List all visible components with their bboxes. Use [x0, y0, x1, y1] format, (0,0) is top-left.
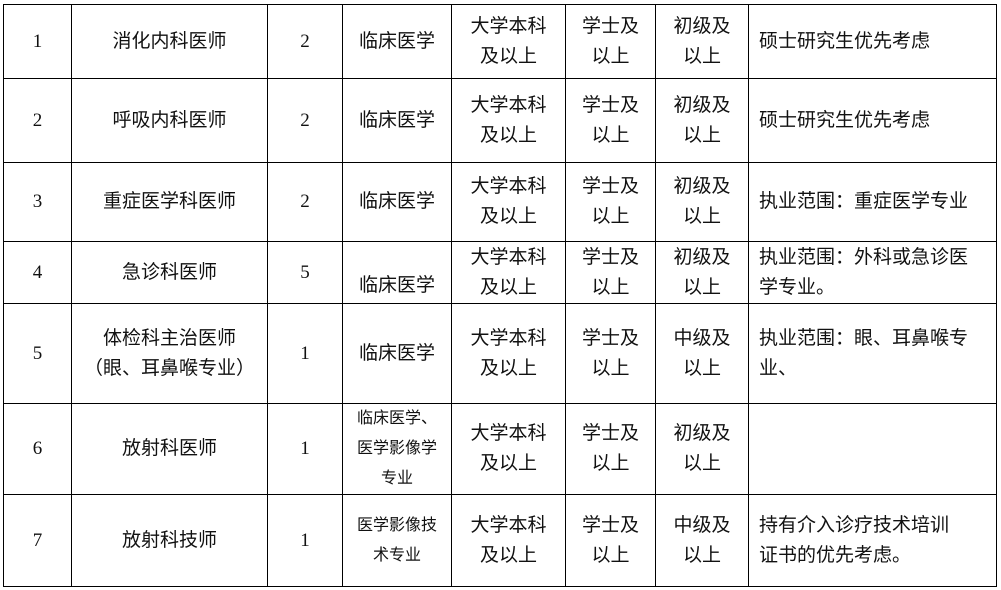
cell-title: 中级及 以上: [655, 494, 749, 587]
table-row: 1 消化内科医师 2 临床医学 大学本科 及以上 学士及 以上 初级及 以上 硕士研究生优先考…: [3, 4, 997, 79]
cell-no: 6: [3, 403, 72, 495]
table-row: 5 体检科主治医师 （眼、耳鼻喉专业） 1 临床医学 大学本科 及以上 学士及 以上 中级及…: [3, 303, 997, 404]
cell-degree: 学士及 以上: [565, 4, 656, 79]
cell-no: 1: [3, 4, 72, 79]
cell-title: 初级及 以上: [655, 78, 749, 163]
cell-education: 大学本科 及以上: [451, 241, 566, 304]
cell-no: 4: [3, 241, 72, 304]
cell-education: 大学本科 及以上: [451, 78, 566, 163]
cell-major: 临床医学: [342, 303, 452, 404]
cell-education: 大学本科 及以上: [451, 162, 566, 242]
cell-position: 放射科技师: [71, 494, 268, 587]
table-row: 6 放射科医师 1 临床医学、 医学影像学 专业 大学本科 及以上 学士及 以上 初级及 以…: [3, 403, 997, 495]
cell-education: 大学本科 及以上: [451, 403, 566, 495]
cell-remark: 持有介入诊疗技术培训 证书的优先考虑。: [748, 494, 997, 587]
table-row: 4 急诊科医师 5 临床医学 大学本科 及以上 学士及 以上 初级及 以上 执业范围：外科或急…: [3, 241, 997, 304]
cell-position: 呼吸内科医师: [71, 78, 268, 163]
table-row: 3 重症医学科医师 2 临床医学 大学本科 及以上 学士及 以上 初级及 以上 执业范围：重症…: [3, 162, 997, 242]
cell-count: 1: [267, 494, 343, 587]
cell-major: 临床医学: [342, 162, 452, 242]
cell-degree: 学士及 以上: [565, 303, 656, 404]
cell-remark: 执业范围：眼、耳鼻喉专 业、: [748, 303, 997, 404]
cell-remark: 执业范围：外科或急诊医 学专业。: [748, 241, 997, 304]
cell-count: 1: [267, 303, 343, 404]
cell-no: 5: [3, 303, 72, 404]
cell-position: 急诊科医师: [71, 241, 268, 304]
cell-title: 初级及 以上: [655, 162, 749, 242]
cell-education: 大学本科 及以上: [451, 303, 566, 404]
cell-degree: 学士及 以上: [565, 162, 656, 242]
cell-major: 临床医学: [342, 78, 452, 163]
cell-title: 初级及 以上: [655, 4, 749, 79]
cell-no: 3: [3, 162, 72, 242]
cell-remark: 硕士研究生优先考虑: [748, 4, 997, 79]
cell-no: 7: [3, 494, 72, 587]
cell-position: 放射科医师: [71, 403, 268, 495]
cell-count: 5: [267, 241, 343, 304]
cell-position: 重症医学科医师: [71, 162, 268, 242]
cell-major: 医学影像技 术专业: [342, 494, 452, 587]
cell-position: 体检科主治医师 （眼、耳鼻喉专业）: [71, 303, 268, 404]
cell-title: 初级及 以上: [655, 241, 749, 304]
cell-count: 2: [267, 162, 343, 242]
cell-count: 2: [267, 78, 343, 163]
cell-remark: 执业范围：重症医学专业: [748, 162, 997, 242]
cell-degree: 学士及 以上: [565, 78, 656, 163]
cell-degree: 学士及 以上: [565, 241, 656, 304]
cell-no: 2: [3, 78, 72, 163]
cell-remark: 硕士研究生优先考虑: [748, 78, 997, 163]
cell-position: 消化内科医师: [71, 4, 268, 79]
cell-major: 临床医学、 医学影像学 专业: [342, 403, 452, 495]
table-row: 2 呼吸内科医师 2 临床医学 大学本科 及以上 学士及 以上 初级及 以上 硕士研究生优先考…: [3, 78, 997, 163]
cell-education: 大学本科 及以上: [451, 4, 566, 79]
cell-count: 1: [267, 403, 343, 495]
cell-count: 2: [267, 4, 343, 79]
cell-title: 中级及 以上: [655, 303, 749, 404]
cell-degree: 学士及 以上: [565, 494, 656, 587]
cell-education: 大学本科 及以上: [451, 494, 566, 587]
cell-title: 初级及 以上: [655, 403, 749, 495]
table-row: 7 放射科技师 1 医学影像技 术专业 大学本科 及以上 学士及 以上 中级及 以上 持有介入…: [3, 494, 997, 587]
cell-degree: 学士及 以上: [565, 403, 656, 495]
cell-major: 临床医学: [342, 4, 452, 79]
cell-remark: [748, 403, 997, 495]
recruitment-table: 1 消化内科医师 2 临床医学 大学本科 及以上 学士及 以上 初级及 以上 硕士研究生优先考…: [3, 4, 997, 587]
cell-major: 临床医学: [342, 241, 452, 304]
